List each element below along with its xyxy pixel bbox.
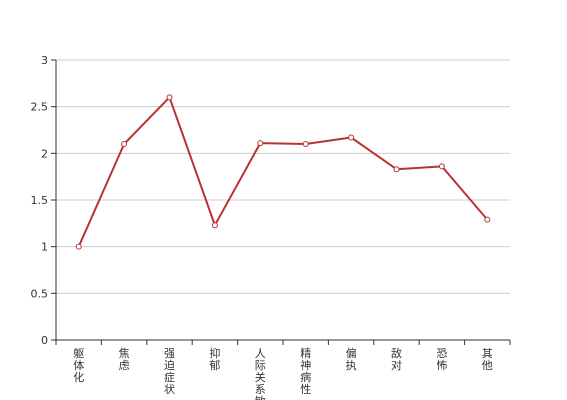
data-point: [348, 134, 355, 141]
x-tick-label: 强迫症状: [164, 347, 175, 396]
data-point: [257, 140, 264, 147]
x-tick-label: 焦虑: [119, 347, 130, 372]
y-tick-label: 0.5: [31, 287, 49, 300]
x-tick-label: 精神病性: [300, 347, 311, 396]
x-tick-label: 人际关系敏感: [255, 347, 266, 400]
data-point: [211, 222, 218, 229]
series-group: [75, 94, 491, 250]
y-tick-label: 1.5: [31, 194, 49, 207]
x-tick-label: 其他: [482, 347, 493, 372]
data-point: [302, 141, 309, 147]
data-point: [438, 163, 445, 170]
x-tick-label: 敌对: [391, 346, 402, 372]
y-tick-label: 0: [41, 334, 48, 347]
grid-lines: [56, 59, 510, 294]
data-point: [166, 94, 173, 101]
x-tick-label: 偏执: [346, 346, 357, 372]
y-tick-label: 1: [41, 241, 48, 254]
x-tick-label: 躯体化: [73, 347, 84, 384]
y-tick-label: 3: [41, 54, 48, 67]
x-tick-label: 抑郁: [209, 346, 220, 372]
y-axis: 0 0.5 1 1.5 2 2.5 3: [31, 54, 57, 347]
data-point: [121, 141, 128, 147]
series-line: [77, 96, 489, 248]
data-point: [75, 243, 82, 250]
data-point: [484, 216, 491, 223]
y-tick-label: 2.5: [31, 101, 49, 114]
y-tick-label: 2: [41, 147, 48, 160]
data-point: [393, 166, 400, 173]
x-tick-label: 恐怖: [436, 347, 447, 372]
x-axis: 躯体化 焦虑 强迫症状 抑郁 人际关系敏感 精神病性 偏执 敌对 恐怖 其他: [55, 339, 511, 400]
